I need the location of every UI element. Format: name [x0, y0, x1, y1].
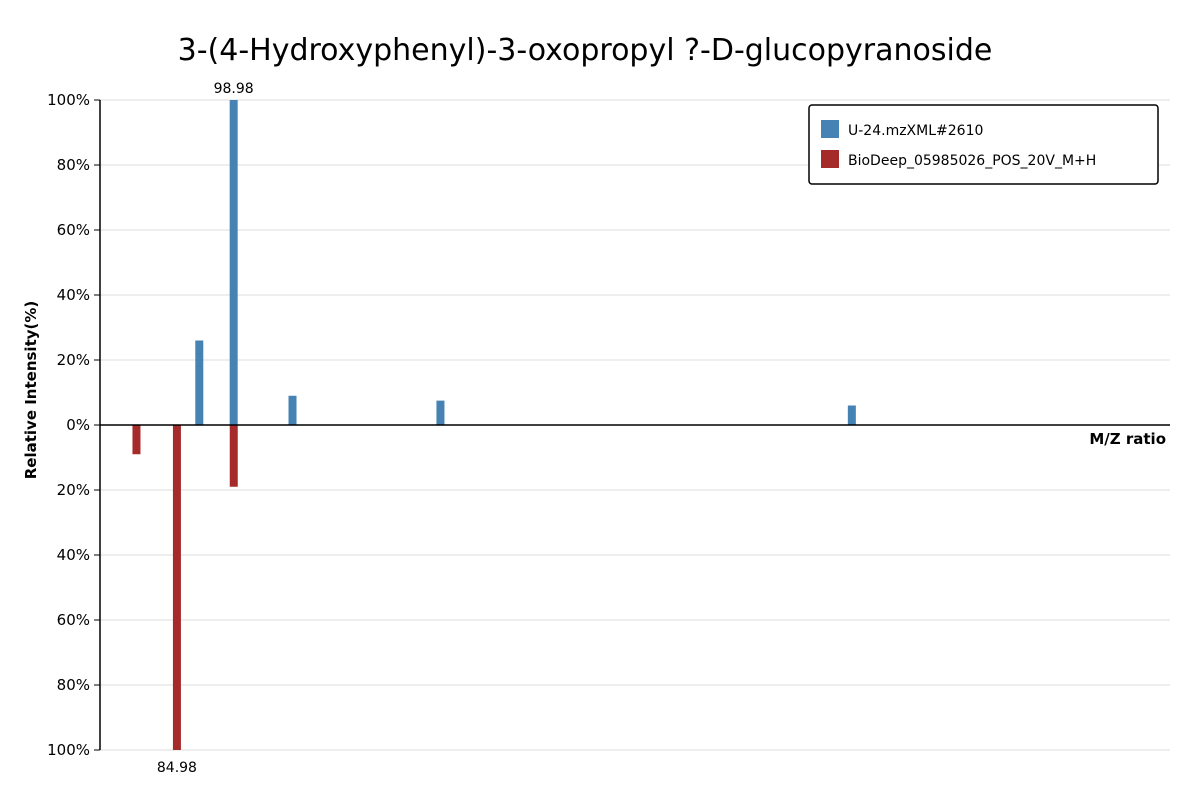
chart-title: 3-(4-Hydroxyphenyl)-3-oxopropyl ?-D-gluc…	[178, 33, 993, 68]
y-tick-label: 40%	[57, 546, 90, 564]
reference-peak-bar	[172, 425, 181, 750]
legend-swatch-reference	[821, 150, 839, 168]
y-tick-label: 40%	[57, 286, 90, 304]
grid-lines	[100, 99, 1170, 751]
legend-label-query: U-24.mzXML#2610	[848, 123, 983, 139]
peak-labels: 98.98 84.98	[157, 81, 254, 776]
query-peak-bar	[229, 100, 238, 425]
legend-swatch-query	[821, 120, 839, 138]
query-peak-bar	[847, 405, 856, 425]
peak-bars	[132, 100, 856, 750]
reference-peak-bar	[132, 425, 141, 455]
y-tick-label: 0%	[66, 416, 90, 434]
y-tick-label: 80%	[57, 676, 90, 694]
y-tick-label: 100%	[47, 741, 90, 759]
x-axis-label: M/Z ratio	[1089, 430, 1166, 448]
peak-mz-label: 84.98	[157, 760, 197, 776]
legend-label-reference: BioDeep_05985026_POS_20V_M+H	[848, 153, 1096, 169]
y-tick-label: 60%	[57, 611, 90, 629]
y-axis-label: Relative Intensity(%)	[22, 301, 40, 480]
axes	[99, 100, 1170, 750]
y-tick-label: 20%	[57, 481, 90, 499]
legend: U-24.mzXML#2610 BioDeep_05985026_POS_20V…	[808, 104, 1159, 185]
y-axis-ticks: 100% 80% 60% 40% 20% 0% 20% 40% 60% 80% 100%	[47, 91, 100, 759]
y-tick-label: 20%	[57, 351, 90, 369]
reference-peak-bar	[229, 425, 238, 487]
query-peak-bar	[288, 395, 297, 425]
query-peak-bar	[436, 400, 445, 425]
y-tick-label: 60%	[57, 221, 90, 239]
y-tick-label: 100%	[47, 91, 90, 109]
y-tick-label: 80%	[57, 156, 90, 174]
legend-box	[808, 104, 1159, 185]
query-peak-bar	[195, 340, 204, 425]
peak-mz-label: 98.98	[214, 81, 254, 97]
